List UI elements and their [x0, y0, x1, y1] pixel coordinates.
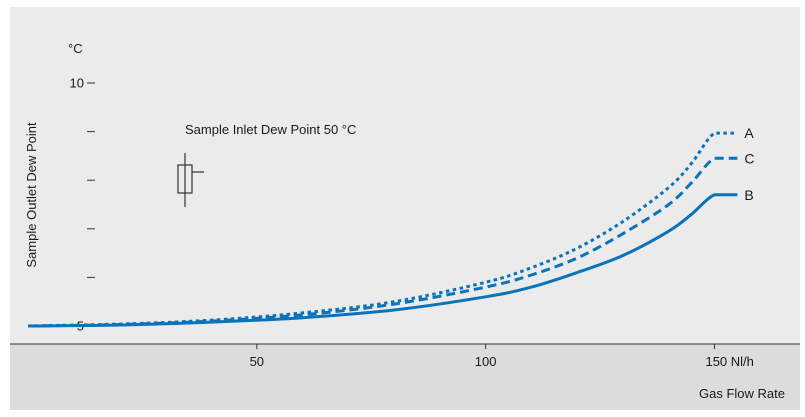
- x-axis-title: Gas Flow Rate: [699, 386, 785, 401]
- series-label-c: C: [744, 150, 754, 166]
- series-label-a: A: [744, 125, 754, 141]
- series-line-b: [27, 193, 738, 328]
- y-axis-title: Sample Outlet Dew Point: [24, 122, 39, 268]
- y-tick-label: 10: [70, 76, 84, 91]
- filter-symbol-icon: [177, 153, 204, 207]
- x-axis-band: [10, 344, 800, 410]
- x-tick-label: 150 Nl/h: [705, 354, 753, 369]
- series-group: AC B: [27, 125, 754, 328]
- plot-background: [10, 7, 800, 344]
- y-axis-unit: °C: [68, 41, 83, 56]
- x-tick-label: 50: [250, 354, 264, 369]
- annotation-label: Sample Inlet Dew Point 50 °C: [185, 122, 356, 137]
- series-label-b: B: [744, 187, 753, 203]
- x-tick-label: 100: [475, 354, 497, 369]
